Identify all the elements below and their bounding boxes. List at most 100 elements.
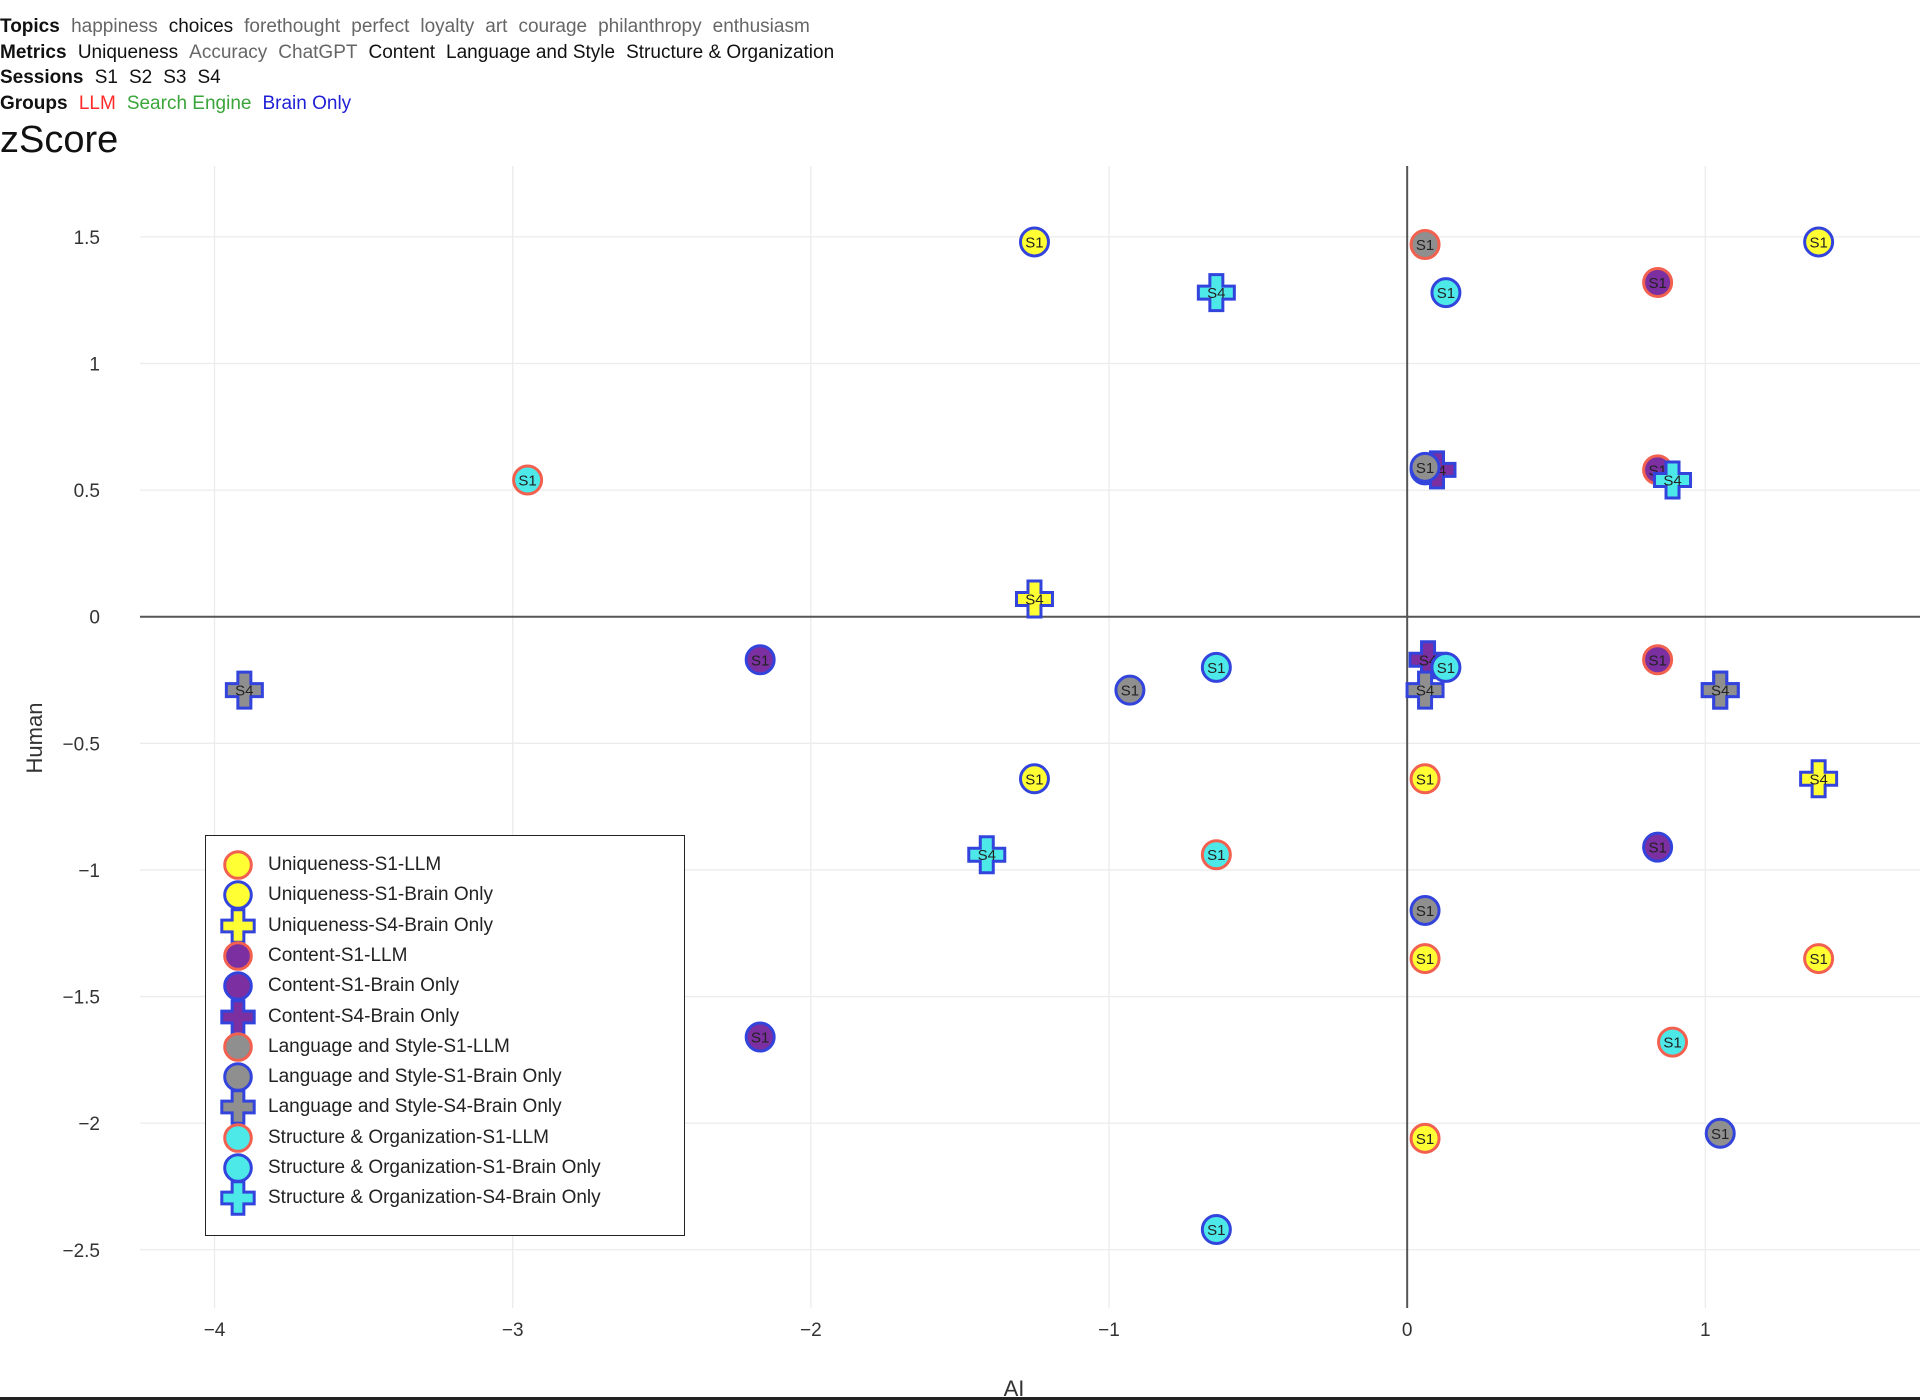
filter-option-chatgpt[interactable]: ChatGPT xyxy=(278,41,358,63)
data-point[interactable]: S1 xyxy=(1409,894,1441,926)
data-point[interactable]: S1 xyxy=(1409,1122,1441,1154)
data-point-label: S1 xyxy=(1207,1222,1225,1239)
series-structure-organization-s1-brain-only: S1 S1 S1 S1 xyxy=(1200,277,1462,1246)
data-point[interactable]: S1 xyxy=(1642,644,1674,676)
data-point[interactable]: S4 xyxy=(1700,670,1740,710)
legend-item[interactable]: Language and Style-S1-LLM xyxy=(222,1031,510,1062)
data-point[interactable]: S1 xyxy=(1409,943,1441,975)
filter-option-content[interactable]: Content xyxy=(368,41,436,63)
legend-label: Content-S1-LLM xyxy=(268,944,408,966)
filter-option-enthusiasm[interactable]: enthusiasm xyxy=(712,16,810,37)
data-point[interactable]: S4 xyxy=(1799,759,1839,799)
data-point-label: S4 xyxy=(1663,472,1681,489)
data-point-label: S1 xyxy=(1648,275,1666,292)
filter-option-s3[interactable]: S3 xyxy=(163,67,187,88)
data-point[interactable]: S1 xyxy=(1430,651,1462,683)
data-point[interactable]: S1 xyxy=(1803,943,1835,975)
data-point-label: S1 xyxy=(751,1030,769,1047)
legend-label: Language and Style-S1-LLM xyxy=(268,1035,510,1057)
filter-option-structure-organization[interactable]: Structure & Organization xyxy=(626,41,835,63)
topics-filter-row: Topics happiness choices forethought perfec… xyxy=(0,14,845,40)
data-point-label: S1 xyxy=(1648,840,1666,857)
legend-item[interactable]: Language and Style-S4-Brain Only xyxy=(220,1089,562,1126)
data-point[interactable]: S4 xyxy=(1405,670,1445,710)
data-point[interactable]: S1 xyxy=(1114,674,1146,706)
data-point-label: S4 xyxy=(1416,683,1434,700)
data-point[interactable]: S1 xyxy=(1018,763,1050,795)
data-point[interactable]: S1 xyxy=(1409,763,1441,795)
legend-label: Uniqueness-S4-Brain Only xyxy=(268,914,493,936)
data-point[interactable]: S1 xyxy=(1200,651,1232,683)
filter-panel: Topics happiness choices forethought perfec… xyxy=(0,14,845,116)
filter-option-s2[interactable]: S2 xyxy=(128,67,153,88)
filter-option-happiness[interactable]: happiness xyxy=(71,16,158,37)
filter-option-search-engine[interactable]: Search Engine xyxy=(126,92,252,114)
x-axis-title: AI xyxy=(1004,1376,1025,1400)
data-point[interactable]: S1 xyxy=(1657,1026,1689,1058)
series-content-s1-brain-only: S1 S1 S1 S1 xyxy=(744,454,1674,1053)
data-point[interactable]: S1 xyxy=(1409,451,1441,483)
sessions-filter-label: Sessions xyxy=(0,67,84,88)
data-point-label: S4 xyxy=(1025,591,1043,608)
groups-filter-row: Groups LLM Search Engine Brain Only xyxy=(0,91,845,117)
legend-item[interactable]: Language and Style-S1-Brain Only xyxy=(222,1062,562,1092)
data-point[interactable]: S1 xyxy=(1642,266,1674,298)
data-point[interactable]: S1 xyxy=(1200,1214,1232,1246)
data-point[interactable]: S1 xyxy=(744,1021,776,1053)
data-point[interactable]: S1 xyxy=(1704,1117,1736,1149)
legend-item[interactable]: Uniqueness-S4-Brain Only xyxy=(220,907,493,944)
data-point[interactable]: S4 xyxy=(967,835,1007,875)
filter-option-s1[interactable]: S1 xyxy=(94,67,118,88)
filter-option-philanthropy[interactable]: philanthropy xyxy=(598,16,702,37)
filter-option-courage[interactable]: courage xyxy=(518,16,588,37)
data-point-label: S1 xyxy=(1207,660,1225,677)
data-point[interactable]: S1 xyxy=(1409,228,1441,260)
legend-item[interactable]: Uniqueness-S1-Brain Only xyxy=(222,880,493,911)
legend-item[interactable]: Content-S4-Brain Only xyxy=(220,998,459,1035)
filter-option-s4[interactable]: S4 xyxy=(197,67,221,88)
data-point[interactable]: S4 xyxy=(1653,460,1693,500)
data-point-label: S1 xyxy=(1809,234,1827,251)
data-point[interactable]: S1 xyxy=(1642,831,1674,863)
x-tick-label: 0 xyxy=(1402,1320,1413,1341)
filter-option-accuracy[interactable]: Accuracy xyxy=(189,41,268,63)
data-point[interactable]: S4 xyxy=(224,670,264,710)
filter-option-choices[interactable]: choices xyxy=(168,16,234,37)
filter-option-art[interactable]: art xyxy=(485,16,508,37)
legend-label: Language and Style-S1-Brain Only xyxy=(268,1066,562,1088)
legend-label: Language and Style-S4-Brain Only xyxy=(268,1096,562,1118)
series-structure-organization-s1-llm: S1 S1 S1 xyxy=(512,464,1689,1058)
data-point[interactable]: S4 xyxy=(1196,273,1236,313)
data-point[interactable]: S1 xyxy=(1430,277,1462,309)
data-point-label: S4 xyxy=(235,683,253,700)
data-point[interactable]: S1 xyxy=(744,644,776,676)
filter-option-forethought[interactable]: forethought xyxy=(244,16,341,37)
legend-item[interactable]: Structure & Organization-S4-Brain Only xyxy=(220,1180,601,1216)
filter-option-brain-only[interactable]: Brain Only xyxy=(262,92,352,114)
filter-option-language-and-style[interactable]: Language and Style xyxy=(446,41,616,63)
data-point[interactable]: S1 xyxy=(1803,226,1835,258)
data-point-label: S1 xyxy=(751,652,769,669)
circle-marker-icon xyxy=(223,880,253,911)
legend-item[interactable]: Structure & Organization-S1-LLM xyxy=(222,1122,549,1153)
data-point[interactable]: S1 xyxy=(1018,226,1050,258)
legend-item[interactable]: Content-S1-LLM xyxy=(222,941,407,971)
data-point-label: S1 xyxy=(1416,951,1434,968)
legend-item[interactable]: Structure & Organization-S1-Brain Only xyxy=(222,1153,601,1183)
data-point[interactable]: S1 xyxy=(1200,839,1232,871)
filter-option-uniqueness[interactable]: Uniqueness xyxy=(77,41,179,63)
legend-item[interactable]: Content-S1-Brain Only xyxy=(222,971,459,1001)
y-tick-label: 0.5 xyxy=(74,481,100,502)
data-point[interactable]: S1 xyxy=(512,464,544,496)
filter-option-loyalty[interactable]: loyalty xyxy=(420,16,475,37)
circle-marker-icon xyxy=(223,1122,253,1153)
x-tick-label: −3 xyxy=(502,1320,524,1341)
data-point-label: S1 xyxy=(1809,951,1827,968)
filter-option-llm[interactable]: LLM xyxy=(78,92,116,114)
filter-option-perfect[interactable]: perfect xyxy=(351,16,410,37)
data-points: S1S1S1S1S1S1S1S4S4S1S1S1S1S1S1S1S4S4S4S1… xyxy=(224,226,1839,1246)
cross-marker-icon xyxy=(220,998,256,1035)
y-tick-label: 1.5 xyxy=(74,228,100,249)
data-point[interactable]: S4 xyxy=(1014,579,1054,619)
legend-item[interactable]: Uniqueness-S1-LLM xyxy=(222,850,441,880)
